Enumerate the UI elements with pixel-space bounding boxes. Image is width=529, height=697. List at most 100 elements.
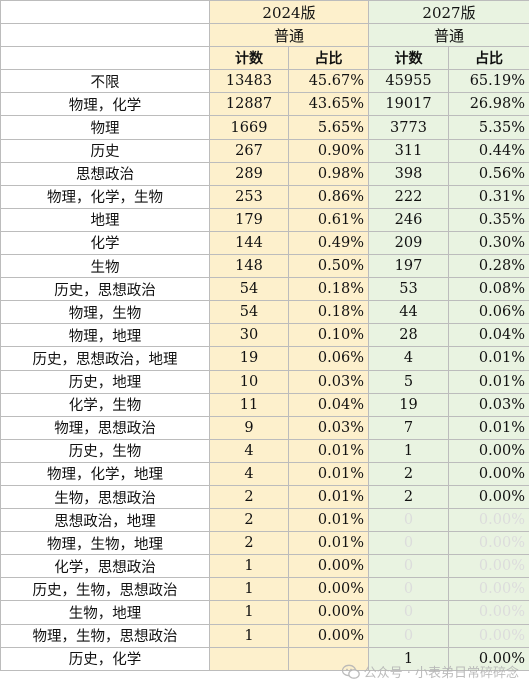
count-2027-cell[interactable]: 222 [368,184,449,209]
count-2027-cell[interactable]: 209 [368,230,449,256]
count-2024-cell[interactable]: 289 [209,161,289,186]
subject-cell[interactable]: 历史，生物 [0,438,210,463]
subject-cell[interactable]: 地理 [0,207,210,232]
subject-cell[interactable]: 化学 [0,230,210,256]
count-2024-cell[interactable]: 1 [209,554,289,579]
count-2024-cell[interactable]: 1 [209,623,289,648]
ratio-2027-cell[interactable]: 0.00% [448,438,529,463]
count-2027-cell[interactable]: 1 [368,646,449,671]
ratio-2024-cell[interactable]: 0.03% [288,415,369,440]
count-2024-cell[interactable]: 148 [209,254,289,279]
count-2024-cell[interactable]: 267 [209,138,289,163]
subject-cell[interactable]: 物理 [0,115,210,140]
count-2027-cell[interactable]: 19 [368,392,449,417]
ratio-2027-cell[interactable]: 0.00% [448,461,529,486]
count-2024-cell[interactable]: 2 [209,531,289,556]
subject-cell[interactable]: 生物 [0,254,210,279]
ratio-2027-cell[interactable]: 0.31% [448,184,529,209]
type-2024-header[interactable]: 普通 [209,23,369,48]
count-2024-cell[interactable]: 10 [209,369,289,394]
ratio-2024-cell[interactable]: 0.49% [288,230,369,256]
ratio-2027-cell[interactable]: 0.08% [448,277,529,302]
ratio-2027-cell[interactable]: 0.00% [448,600,529,625]
count-2024-cell[interactable]: 4 [209,438,289,463]
ratio-2027-cell[interactable]: 0.01% [448,369,529,394]
subject-cell[interactable]: 历史，思想政治 [0,277,210,302]
ratio-2027-cell[interactable]: 0.00% [448,577,529,602]
subject-cell[interactable]: 思想政治 [0,161,210,186]
ratio-2024-cell[interactable]: 0.04% [288,392,369,417]
subject-cell[interactable]: 物理，生物，地理 [0,531,210,556]
count-2024-cell[interactable]: 12887 [209,92,289,117]
count-2027-cell[interactable]: 0 [368,531,449,556]
ratio-2027-cell[interactable]: 0.03% [448,392,529,417]
ratio-2027-cell[interactable]: 65.19% [448,69,529,94]
ratio-2024-cell[interactable]: 45.67% [288,69,369,94]
subject-cell[interactable]: 历史，生物，思想政治 [0,577,210,602]
count-2024-cell[interactable]: 1 [209,577,289,602]
ratio-2027-cell[interactable]: 0.00% [448,531,529,556]
ratio-2024-cell[interactable]: 43.65% [288,92,369,117]
ratio-2024-cell[interactable]: 0.50% [288,254,369,279]
count-2027-cell[interactable]: 5 [368,369,449,394]
ratio-2024-cell[interactable]: 0.00% [288,623,369,648]
version-2027-header[interactable]: 2027版 [368,0,529,25]
count-2024-cell[interactable]: 9 [209,415,289,440]
ratio-2027-cell[interactable]: 0.00% [448,623,529,648]
subject-cell[interactable]: 物理，化学，生物 [0,184,210,209]
count-2027-cell[interactable]: 197 [368,254,449,279]
ratio-2027-cell[interactable]: 5.35% [448,115,529,140]
ratio-2024-cell[interactable]: 0.03% [288,369,369,394]
ratio-2027-cell[interactable]: 0.56% [448,161,529,186]
count-2024-cell[interactable]: 54 [209,300,289,325]
subject-cell[interactable]: 思想政治，地理 [0,508,210,533]
subject-cell[interactable]: 历史，思想政治，地理 [0,346,210,371]
subject-cell[interactable]: 历史 [0,138,210,163]
count-2027-cell[interactable]: 311 [368,138,449,163]
count-2024-cell[interactable]: 253 [209,184,289,209]
ratio-2024-cell[interactable]: 0.10% [288,323,369,348]
count-2024-cell[interactable]: 13483 [209,69,289,94]
count-2027-cell[interactable]: 2 [368,484,449,510]
ratio-2024-cell[interactable]: 0.61% [288,207,369,232]
type-2027-header[interactable]: 普通 [368,23,529,48]
count-2027-cell[interactable]: 0 [368,600,449,625]
count-2024-cell[interactable] [209,646,289,671]
ratio-2024-cell[interactable]: 0.01% [288,461,369,486]
ratio-2027-cell[interactable]: 0.00% [448,646,529,671]
subject-cell[interactable]: 不限 [0,69,210,94]
count-2027-cell[interactable]: 4 [368,346,449,371]
ratio-2024-cell[interactable]: 0.00% [288,554,369,579]
count-2027-cell[interactable]: 44 [368,300,449,325]
count-2027-cell[interactable]: 3773 [368,115,449,140]
blank-header-cell[interactable] [0,46,210,71]
ratio-2024-cell[interactable]: 0.86% [288,184,369,209]
ratio-2024-cell[interactable]: 0.00% [288,600,369,625]
count-2024-header[interactable]: 计数 [209,46,289,71]
count-2027-cell[interactable]: 19017 [368,92,449,117]
ratio-2024-cell[interactable]: 0.18% [288,277,369,302]
ratio-2027-cell[interactable]: 0.00% [448,508,529,533]
count-2024-cell[interactable]: 30 [209,323,289,348]
ratio-2024-cell[interactable]: 0.01% [288,508,369,533]
subject-cell[interactable]: 物理，思想政治 [0,415,210,440]
ratio-2027-cell[interactable]: 0.04% [448,323,529,348]
count-2024-cell[interactable]: 11 [209,392,289,417]
count-2027-cell[interactable]: 45955 [368,69,449,94]
ratio-2027-cell[interactable]: 0.01% [448,415,529,440]
ratio-2027-cell[interactable]: 0.01% [448,346,529,371]
ratio-2024-cell[interactable]: 5.65% [288,115,369,140]
count-2027-cell[interactable]: 53 [368,277,449,302]
ratio-2024-cell[interactable]: 0.01% [288,484,369,510]
count-2027-cell[interactable]: 0 [368,554,449,579]
ratio-2027-cell[interactable]: 0.28% [448,254,529,279]
count-2027-header[interactable]: 计数 [368,46,449,71]
subject-cell[interactable]: 物理，生物 [0,300,210,325]
count-2027-cell[interactable]: 28 [368,323,449,348]
subject-cell[interactable]: 化学，思想政治 [0,554,210,579]
count-2027-cell[interactable]: 0 [368,508,449,533]
ratio-2027-header[interactable]: 占比 [448,46,529,71]
ratio-2027-cell[interactable]: 0.35% [448,207,529,232]
count-2024-cell[interactable]: 179 [209,207,289,232]
subject-cell[interactable]: 生物，地理 [0,600,210,625]
